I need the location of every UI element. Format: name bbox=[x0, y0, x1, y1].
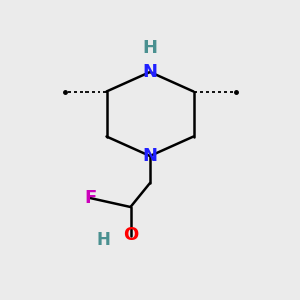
Text: F: F bbox=[84, 189, 96, 207]
Text: N: N bbox=[142, 147, 158, 165]
Text: H: H bbox=[142, 39, 158, 57]
Text: H: H bbox=[97, 231, 110, 249]
Text: N: N bbox=[142, 63, 158, 81]
Text: O: O bbox=[123, 226, 138, 244]
